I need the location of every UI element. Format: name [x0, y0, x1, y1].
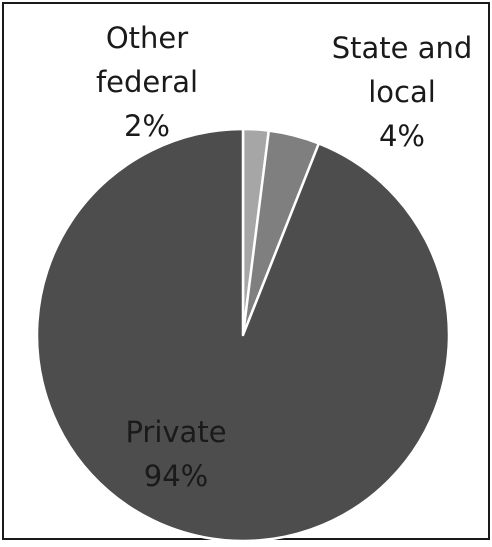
slice-label-0: Other federal 2% — [96, 21, 198, 143]
slice-percent-label: 2% — [124, 109, 170, 143]
slice-name-label: Other — [106, 21, 188, 55]
slice-name-label: Private — [125, 415, 226, 449]
slice-label-1: State and local 4% — [332, 31, 473, 153]
slice-name-label: local — [368, 75, 436, 109]
pie-slices — [35, 127, 451, 543]
slice-percent-label: 94% — [144, 459, 208, 493]
slice-percent-label: 4% — [379, 119, 425, 153]
slice-name-label: State and — [332, 31, 473, 65]
slice-name-label: federal — [96, 65, 198, 99]
pie-labels: Other federal 2% State and local 4% Private 94% — [96, 21, 472, 493]
pie-slice-private — [35, 127, 451, 543]
slice-label-2: Private 94% — [125, 415, 226, 493]
